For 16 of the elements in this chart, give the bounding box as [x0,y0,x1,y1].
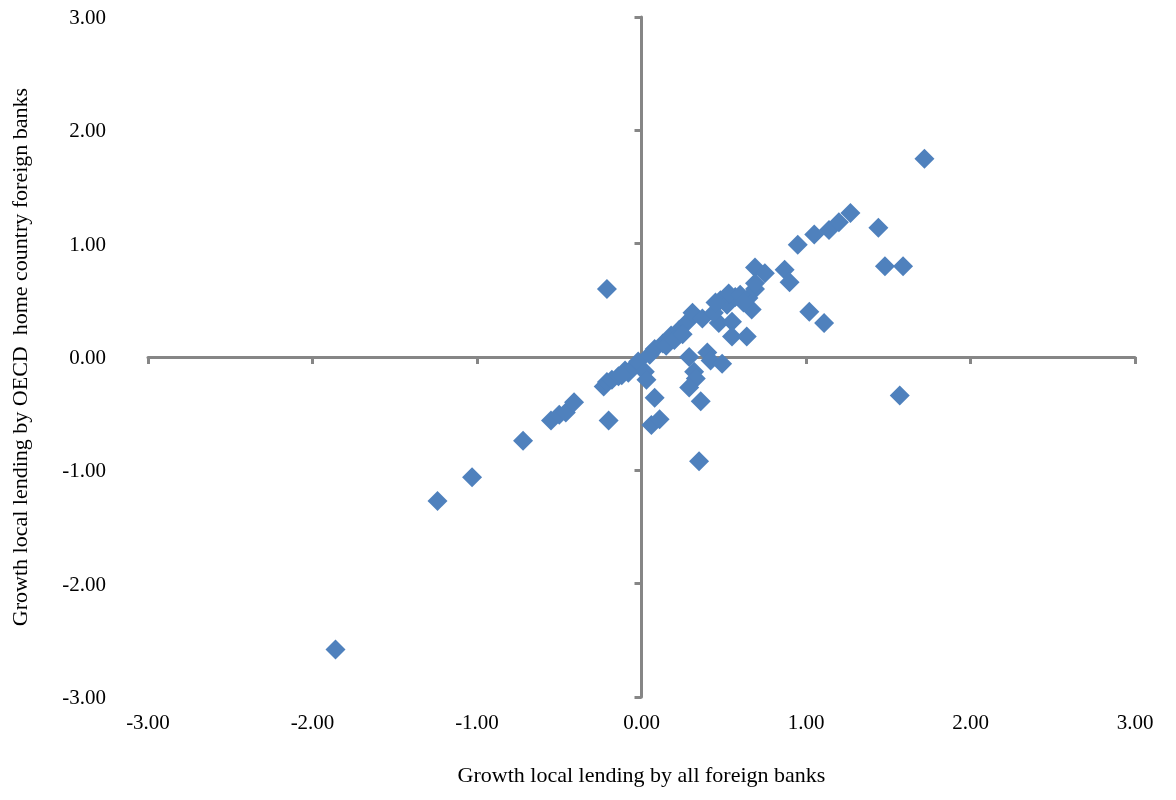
y-tick-label: 3.00 [69,5,106,29]
y-axis-title: Growth local lending by OECD home country foreign banks [6,87,32,627]
y-tick-label: -1.00 [62,458,106,483]
y-tick-label: -2.00 [62,571,106,596]
x-tick-label: -3.00 [126,709,170,734]
x-tick-label: -2.00 [290,709,335,734]
y-tick-label: 1.00 [69,231,106,256]
y-tick-label: -3.00 [62,685,106,709]
x-tick-label: 3.00 [1116,709,1154,734]
x-axis-title: Growth local lending by all foreign banks [457,761,826,787]
x-tick-label: 0.00 [623,709,660,734]
x-tick-label: -1.00 [455,709,499,734]
y-tick-label: 0.00 [69,345,106,369]
x-tick-label: 1.00 [787,709,825,734]
y-tick-label: 2.00 [69,118,106,143]
x-tick-label: 2.00 [952,709,989,734]
